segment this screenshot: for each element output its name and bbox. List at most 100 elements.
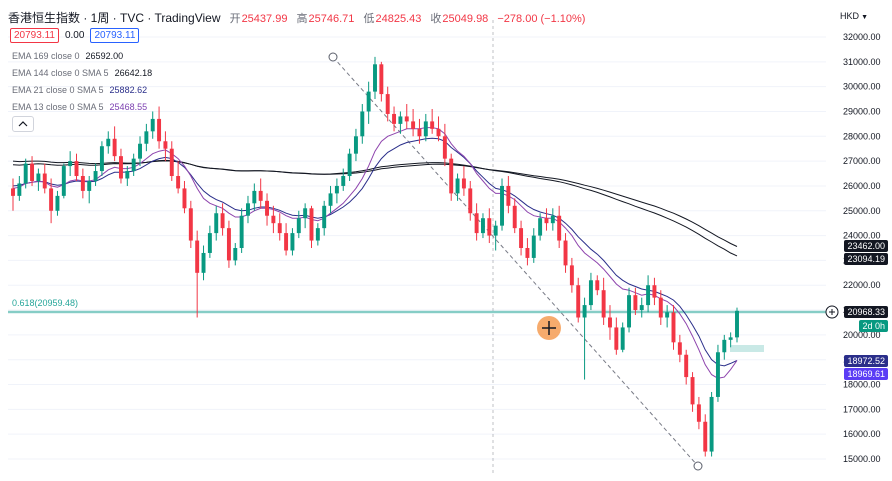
candle-body xyxy=(436,128,441,137)
indicator-ema144[interactable]: EMA 144 close 0 SMA 5 26642.18 xyxy=(12,68,152,78)
indicator-label: EMA 169 close 0 xyxy=(12,51,80,61)
indicator-label: EMA 21 close 0 SMA 5 xyxy=(12,85,104,95)
candle-body xyxy=(80,176,85,191)
candle-body xyxy=(677,342,682,355)
add-alert-button[interactable] xyxy=(825,305,839,319)
trend-line-handle-top[interactable] xyxy=(328,52,338,62)
ema13-tag: 18969.61 xyxy=(844,368,888,380)
open-value: 25437.99 xyxy=(241,13,288,25)
candle-body xyxy=(417,128,422,137)
candle-body xyxy=(233,248,238,261)
candle-body xyxy=(277,223,282,234)
close-label: 收 xyxy=(430,13,442,25)
candle-body xyxy=(392,113,397,124)
candle-body xyxy=(608,317,612,328)
candle-body xyxy=(684,354,689,378)
candle-body xyxy=(601,290,606,318)
candle-body xyxy=(690,377,695,405)
candle-body xyxy=(68,161,73,167)
candle-body xyxy=(633,295,638,311)
last-price-tag: 20968.33 xyxy=(844,306,888,318)
candle-body xyxy=(506,185,511,206)
candle-body xyxy=(347,153,352,177)
candle-body xyxy=(512,205,517,229)
candle-body xyxy=(531,235,536,258)
buy-button[interactable]: 20793.11 xyxy=(90,28,140,43)
price-axis-label: 17000.00 xyxy=(843,404,881,414)
price-axis-label: 29000.00 xyxy=(843,106,881,116)
trade-buttons: 20793.11 0.00 20793.11 xyxy=(10,28,140,43)
collapse-legend-button[interactable] xyxy=(12,116,34,132)
grid xyxy=(8,36,826,460)
candle-body xyxy=(735,310,739,338)
candle-body xyxy=(480,218,485,234)
high-value: 25746.71 xyxy=(308,13,355,25)
candle-body xyxy=(207,233,212,253)
candle-body xyxy=(538,218,543,236)
price-axis-label: 25000.00 xyxy=(843,206,881,216)
candle-body xyxy=(334,185,339,194)
candle-body xyxy=(366,91,371,112)
low-label: 低 xyxy=(363,13,375,25)
candle-body xyxy=(315,228,320,241)
candle-body xyxy=(309,208,314,241)
candle-body xyxy=(49,188,54,211)
indicator-ema169[interactable]: EMA 169 close 0 26592.00 xyxy=(12,51,123,61)
candle-body xyxy=(118,156,123,179)
candle-body xyxy=(182,188,187,209)
candle-body xyxy=(468,188,473,214)
price-axis-label: 20000.00 xyxy=(843,330,881,340)
symbol-title[interactable]: 香港恒生指数 · 1周 · TVC · TradingView xyxy=(8,11,221,25)
candle-body xyxy=(322,205,327,229)
candle-body xyxy=(582,305,587,318)
indicator-label: EMA 144 close 0 SMA 5 xyxy=(12,68,109,78)
candle-body xyxy=(703,421,708,452)
position-box[interactable] xyxy=(730,345,764,352)
sell-button[interactable]: 20793.11 xyxy=(10,28,59,43)
candle-body xyxy=(709,396,714,452)
candle-body xyxy=(246,203,250,216)
candle-body xyxy=(557,215,562,241)
candle-body xyxy=(188,208,193,241)
candle-body xyxy=(728,337,733,340)
price-axis-label: 28000.00 xyxy=(843,131,881,141)
candle-body xyxy=(30,163,35,181)
trend-line-handle-bottom[interactable] xyxy=(693,461,703,471)
candle-body xyxy=(658,297,663,318)
candle-body xyxy=(42,173,47,189)
candle-body xyxy=(652,285,657,298)
candle-body xyxy=(563,240,568,266)
candle-body xyxy=(99,146,104,172)
candle-body xyxy=(157,118,162,142)
candle-body xyxy=(423,121,428,137)
candle-body xyxy=(696,404,701,422)
candle-body xyxy=(404,116,409,122)
candle-body xyxy=(176,176,181,189)
currency-label: HKD xyxy=(840,11,860,21)
candle-body xyxy=(353,136,358,154)
candle-body xyxy=(138,143,142,159)
price-axis-label: 31000.00 xyxy=(843,57,881,67)
candle-body xyxy=(627,295,632,328)
indicator-label: EMA 13 close 0 SMA 5 xyxy=(12,102,104,112)
indicator-ema13[interactable]: EMA 13 close 0 SMA 5 25468.55 xyxy=(12,102,147,112)
candle-body xyxy=(106,138,111,147)
candle-body xyxy=(474,213,479,234)
price-axis-label: 15000.00 xyxy=(843,454,881,464)
currency-selector[interactable]: HKD ▼ xyxy=(840,11,868,21)
close-value: 25049.98 xyxy=(442,13,489,25)
indicator-value: 26642.18 xyxy=(114,68,153,78)
indicator-ema21[interactable]: EMA 21 close 0 SMA 5 25882.62 xyxy=(12,85,147,95)
candle-body xyxy=(487,218,492,236)
candle-body xyxy=(125,171,130,179)
candle-body xyxy=(150,118,155,132)
chevron-up-icon xyxy=(18,121,28,127)
symbol-legend: 香港恒生指数 · 1周 · TVC · TradingView 开25437.9… xyxy=(8,9,585,26)
spread-value: 0.00 xyxy=(64,30,85,41)
candle-body xyxy=(671,312,676,343)
candle-body xyxy=(55,195,60,211)
ema-long-tag-b: 23094.19 xyxy=(844,253,888,265)
crosshair-cursor[interactable] xyxy=(537,316,561,340)
